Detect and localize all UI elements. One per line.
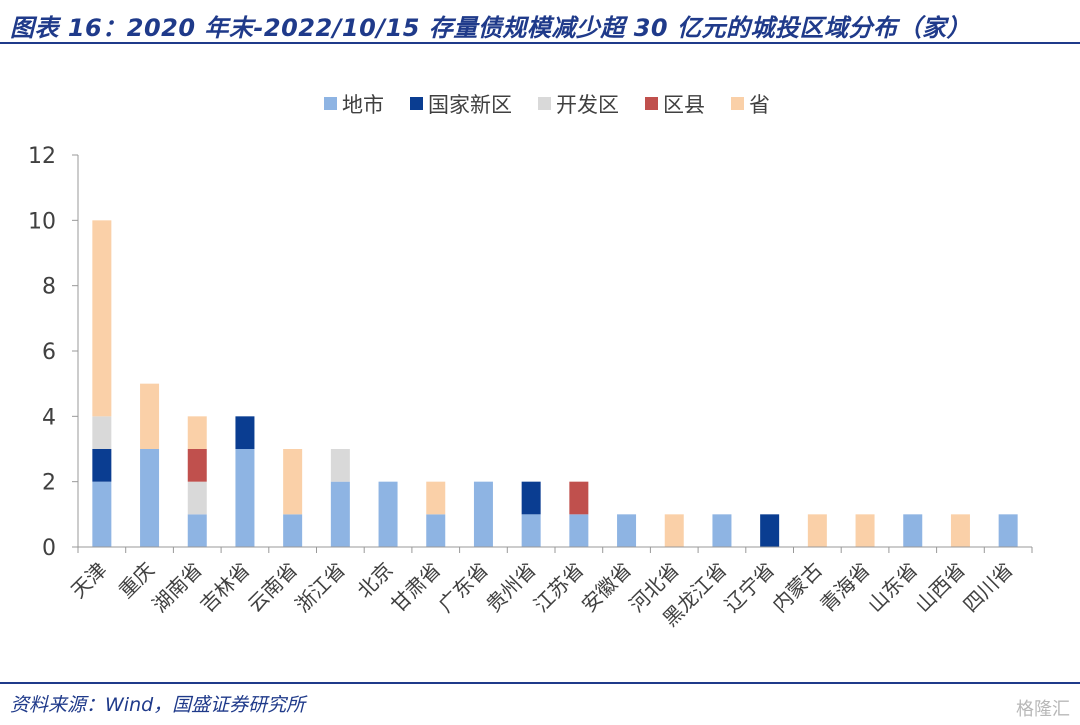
y-tick-label: 8 — [42, 275, 56, 300]
bar-segment — [521, 514, 541, 547]
y-tick-label: 10 — [28, 209, 56, 234]
legend-swatch — [538, 97, 551, 110]
bar-segment — [569, 481, 589, 515]
bar-segment — [140, 449, 160, 547]
y-tick-label: 4 — [42, 405, 56, 430]
footer-rule — [0, 682, 1080, 684]
x-tick-label: 安徽省 — [577, 558, 636, 617]
title-rule — [0, 42, 1080, 44]
bar-segment — [235, 416, 255, 449]
bar-segment — [283, 449, 303, 515]
bar-segment — [92, 220, 112, 417]
bar-segment — [140, 383, 160, 449]
bars — [92, 220, 1018, 547]
y-axis: 0 2 4 6 8 10 12 — [28, 144, 79, 561]
x-tick-label: 云南省 — [243, 558, 302, 617]
legend-swatch — [731, 97, 744, 110]
legend-label: 区县 — [663, 93, 705, 117]
watermark: 格隆汇 — [1016, 699, 1070, 720]
bar-segment — [426, 514, 446, 547]
bar-segment — [903, 514, 923, 547]
legend-label: 国家新区 — [428, 93, 512, 117]
bar-segment — [92, 449, 112, 482]
y-tick-label: 2 — [42, 471, 56, 496]
x-tick-label: 山东省 — [863, 558, 922, 617]
bar-segment — [855, 514, 875, 547]
x-tick-label: 青海省 — [815, 558, 874, 617]
source-note: 资料来源：Wind，国盛证券研究所 — [10, 694, 306, 716]
x-tick-label: 浙江省 — [290, 558, 349, 617]
bar-segment — [760, 514, 780, 547]
legend-label: 地市 — [342, 93, 384, 117]
bar-segment — [187, 481, 207, 515]
bar-segment — [330, 481, 350, 547]
bar-segment — [521, 481, 541, 515]
bar-segment — [426, 481, 446, 515]
bar-segment — [664, 514, 684, 547]
x-tick-label: 四川省 — [958, 558, 1017, 617]
bar-segment — [92, 481, 112, 547]
legend-swatch — [410, 97, 423, 110]
bar-segment — [187, 416, 207, 449]
bar-segment — [617, 514, 637, 547]
legend-swatch — [324, 97, 337, 110]
x-tick-label: 吉林省 — [195, 558, 254, 617]
x-tick-label: 湖南省 — [147, 558, 206, 617]
bar-segment — [569, 514, 589, 547]
legend-label: 开发区 — [556, 93, 619, 117]
chart-title: 图表 16：2020 年末-2022/10/15 存量债规模减少超 30 亿元的… — [10, 14, 971, 42]
x-tick-label: 辽宁省 — [720, 558, 779, 617]
bar-segment — [187, 514, 207, 547]
x-tick-label: 内蒙古 — [767, 558, 826, 617]
bar-segment — [92, 416, 112, 449]
legend-label: 省 — [749, 93, 770, 117]
x-tick-label: 江苏省 — [529, 558, 588, 617]
bar-segment — [283, 514, 303, 547]
y-tick-label: 6 — [42, 340, 56, 365]
bar-segment — [235, 449, 255, 547]
x-tick-label: 广东省 — [434, 558, 493, 617]
bar-segment — [187, 449, 207, 482]
bar-segment — [330, 449, 350, 482]
x-tick-label: 山西省 — [911, 558, 970, 617]
x-tick-label: 甘肃省 — [386, 558, 445, 617]
y-tick-label: 12 — [28, 144, 56, 169]
legend: 地市 国家新区 开发区 区县 省 — [324, 93, 770, 117]
bar-segment — [712, 514, 732, 547]
bar-segment — [950, 514, 970, 547]
bar-segment — [378, 481, 398, 547]
x-tick-label: 贵州省 — [481, 558, 540, 617]
bar-segment — [473, 481, 493, 547]
bar-segment — [807, 514, 827, 547]
x-tick-label: 天津 — [66, 558, 111, 603]
legend-swatch — [645, 97, 658, 110]
bar-segment — [998, 514, 1018, 547]
y-tick-label: 0 — [42, 536, 56, 561]
